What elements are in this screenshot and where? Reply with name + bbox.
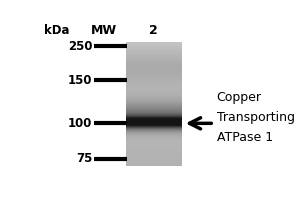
Text: ATPase 1: ATPase 1: [217, 131, 273, 144]
Text: 2: 2: [149, 24, 158, 37]
Text: MW: MW: [91, 24, 117, 37]
Text: 150: 150: [68, 74, 92, 87]
Text: Transporting: Transporting: [217, 111, 295, 124]
Text: kDa: kDa: [44, 24, 70, 37]
Text: 75: 75: [76, 152, 92, 165]
Text: 250: 250: [68, 40, 92, 53]
Text: Copper: Copper: [217, 91, 262, 104]
Text: 100: 100: [68, 117, 92, 130]
